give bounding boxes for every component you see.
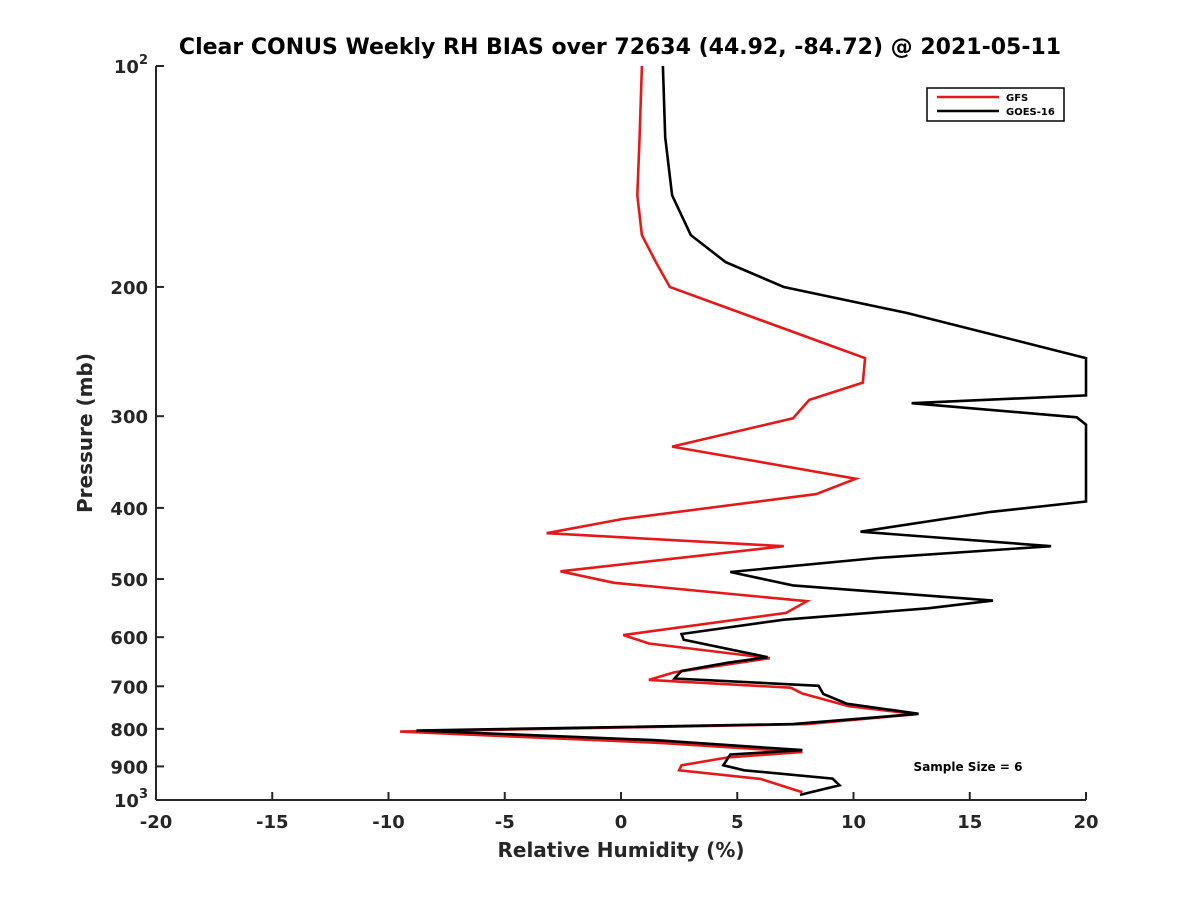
series-line-gfs: [400, 65, 917, 794]
legend-box: [926, 87, 1065, 122]
y-tick-label: 102: [114, 53, 148, 78]
x-tick-label: -20: [140, 812, 173, 833]
sample-size-annotation: Sample Size = 6: [914, 760, 1023, 774]
x-tick-label: 5: [731, 812, 744, 833]
x-tick-label: 0: [615, 812, 628, 833]
x-tick-label: 15: [957, 812, 982, 833]
y-tick-label: 600: [110, 628, 148, 649]
y-tick-label: 103: [114, 787, 148, 812]
x-tick-label: 20: [1073, 812, 1098, 833]
legend-label: GOES-16: [1006, 107, 1055, 118]
y-tick-label: 200: [110, 278, 148, 299]
y-axis-label: Pressure (mb): [73, 353, 97, 513]
legend-label: GFS: [1006, 93, 1028, 104]
series-line-goes-16: [416, 65, 1088, 797]
y-tick-label: 800: [110, 720, 148, 741]
y-tick-label: 500: [110, 570, 148, 591]
legend: GFS GOES-16: [926, 87, 1065, 122]
y-tick-label: 700: [110, 677, 148, 698]
chart-title: Clear CONUS Weekly RH BIAS over 72634 (4…: [179, 35, 1061, 60]
x-tick-label: -10: [372, 812, 405, 833]
y-tick-label: 900: [110, 757, 148, 778]
series-layer: [400, 65, 1088, 797]
x-tick-label: -15: [256, 812, 289, 833]
y-tick-label: 400: [110, 499, 148, 520]
x-tick-label: 10: [841, 812, 866, 833]
x-axis-label: Relative Humidity (%): [497, 838, 744, 862]
axes-layer: -20 -15 -10 -5 0 5 10 15 20 102 200 300 400 500 600 700…: [110, 53, 1098, 833]
x-tick-label: -5: [495, 812, 515, 833]
y-tick-label: 300: [110, 407, 148, 428]
